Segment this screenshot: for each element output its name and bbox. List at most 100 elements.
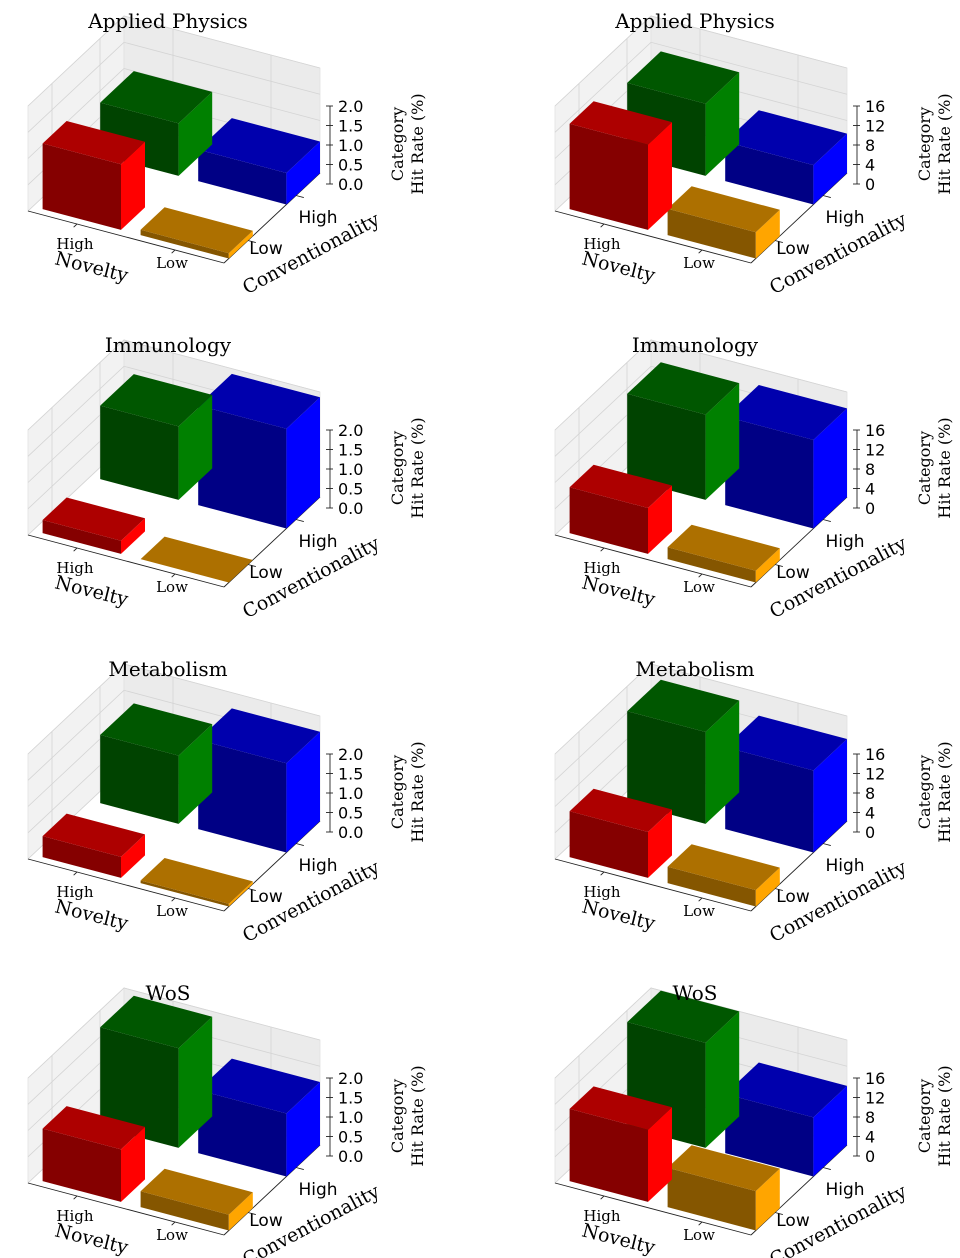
bar-blue-top xyxy=(198,1058,320,1114)
bar3d-panel-1: 0.00.51.01.52.0 Category Hit Rate (%) Appli… xyxy=(27,9,427,299)
bar-blue-side xyxy=(813,1085,847,1177)
bar-red-front xyxy=(42,143,121,230)
z-tick-label: 0.5 xyxy=(338,156,363,175)
z-tick-label: 8 xyxy=(865,1108,875,1127)
bar-orange-side xyxy=(228,881,253,907)
bar-blue-side xyxy=(286,1082,320,1177)
bar-green xyxy=(100,995,213,1148)
bar-red-side xyxy=(121,1126,145,1202)
bar-green-top xyxy=(627,51,740,104)
bar-red xyxy=(569,101,672,230)
bar-blue-front xyxy=(198,405,287,529)
bar-blue-top xyxy=(198,708,320,764)
z-axis-label-line1: Category xyxy=(388,107,407,181)
bar-green xyxy=(627,362,740,500)
bar-orange xyxy=(140,207,253,259)
novelty-axis-label: Novelty xyxy=(580,895,658,934)
z-tick-label: 1.0 xyxy=(338,784,363,803)
bar-green-top xyxy=(100,71,213,124)
z-tick-label: 12 xyxy=(865,441,885,460)
conventionality-tick-high: High xyxy=(825,532,864,552)
novelty-axis-label: Novelty xyxy=(580,1219,658,1258)
chart-title: WoS xyxy=(673,981,718,1005)
bar-blue-side xyxy=(286,397,320,529)
z-tick-label: 0.0 xyxy=(338,1147,363,1166)
bar-blue-side xyxy=(813,133,847,205)
chart-title: Metabolism xyxy=(108,657,227,681)
z-tick-label: 4 xyxy=(865,1128,875,1147)
z-tick-label: 8 xyxy=(865,460,875,479)
z-tick-label: 8 xyxy=(865,136,875,155)
bar-green-front xyxy=(100,1027,179,1148)
novelty-tick-low: Low xyxy=(156,902,188,920)
bar-red-top xyxy=(569,101,672,145)
z-tick-label: 16 xyxy=(865,1069,885,1088)
bar-green-top xyxy=(627,679,740,732)
bar-orange-front xyxy=(667,1167,756,1231)
z-tick-label: 16 xyxy=(865,745,885,764)
bar-orange xyxy=(667,844,780,907)
bar-green-side xyxy=(705,1011,740,1148)
bar-green-side xyxy=(705,383,740,500)
z-axis-label-line2: Hit Rate (%) xyxy=(408,93,427,194)
z-tick-label: 0.0 xyxy=(338,499,363,518)
bar-orange-front xyxy=(140,229,229,259)
conventionality-tick-low: Low xyxy=(776,1211,810,1231)
conventionality-tick-low: Low xyxy=(776,563,810,583)
novelty-axis-line xyxy=(554,858,752,912)
bar-red-front xyxy=(569,487,648,554)
bar-blue-side xyxy=(286,141,320,205)
conventionality-tick-low: Low xyxy=(249,1211,283,1231)
bar-red-top xyxy=(569,464,672,508)
bar-red xyxy=(42,813,145,878)
bar-red-side xyxy=(648,809,672,878)
novelty-tick-low: Low xyxy=(683,578,715,596)
bar-orange-front xyxy=(667,208,756,259)
bar-blue xyxy=(198,373,320,529)
novelty-axis-line xyxy=(27,210,225,264)
bar-orange-top xyxy=(140,207,253,254)
z-axis-label-line2: Hit Rate (%) xyxy=(935,741,954,842)
z-tick-label: 0 xyxy=(865,175,875,194)
novelty-tick-low: Low xyxy=(156,578,188,596)
chart-title: Immunology xyxy=(105,333,232,357)
bar-orange xyxy=(667,186,780,259)
bar-orange-front xyxy=(667,547,756,583)
novelty-axis-line xyxy=(554,534,752,588)
z-tick-label: 12 xyxy=(865,117,885,136)
z-axis-label: Category Hit Rate (%) xyxy=(915,1065,954,1166)
z-axis-label: Category Hit Rate (%) xyxy=(388,741,427,842)
conventionality-tick-low: Low xyxy=(776,887,810,907)
z-axis-label-line1: Category xyxy=(388,755,407,829)
conventionality-tick-low: Low xyxy=(249,887,283,907)
z-axis-label: Category Hit Rate (%) xyxy=(915,741,954,842)
bar-blue xyxy=(198,708,320,853)
novelty-tick-low: Low xyxy=(683,254,715,272)
z-tick-label: 0.5 xyxy=(338,1128,363,1147)
novelty-tick-low: Low xyxy=(156,1226,188,1244)
bar-orange-side xyxy=(755,548,780,583)
z-axis-label-line2: Hit Rate (%) xyxy=(408,417,427,518)
z-axis-label: Category Hit Rate (%) xyxy=(915,417,954,518)
bar-green xyxy=(100,374,213,500)
conventionality-tick-high: High xyxy=(298,1180,337,1200)
bar-red-top xyxy=(42,121,145,165)
z-axis-label-line2: Hit Rate (%) xyxy=(408,741,427,842)
novelty-tick-high: High xyxy=(583,883,620,901)
bar-red-front xyxy=(42,1128,121,1202)
bar-red-side xyxy=(121,834,145,878)
bar-green-side xyxy=(178,1016,213,1148)
bar-orange-front xyxy=(140,1191,229,1231)
bar-red xyxy=(42,497,145,554)
conventionality-tick-high: High xyxy=(298,532,337,552)
bar-blue-top xyxy=(725,1062,847,1118)
z-tick-label: 12 xyxy=(865,765,885,784)
bar-green-side xyxy=(178,724,213,824)
z-tick-label: 8 xyxy=(865,784,875,803)
z-tick-label: 0 xyxy=(865,499,875,518)
bar-blue-top xyxy=(198,118,320,173)
chart-title: Applied Physics xyxy=(87,9,248,33)
